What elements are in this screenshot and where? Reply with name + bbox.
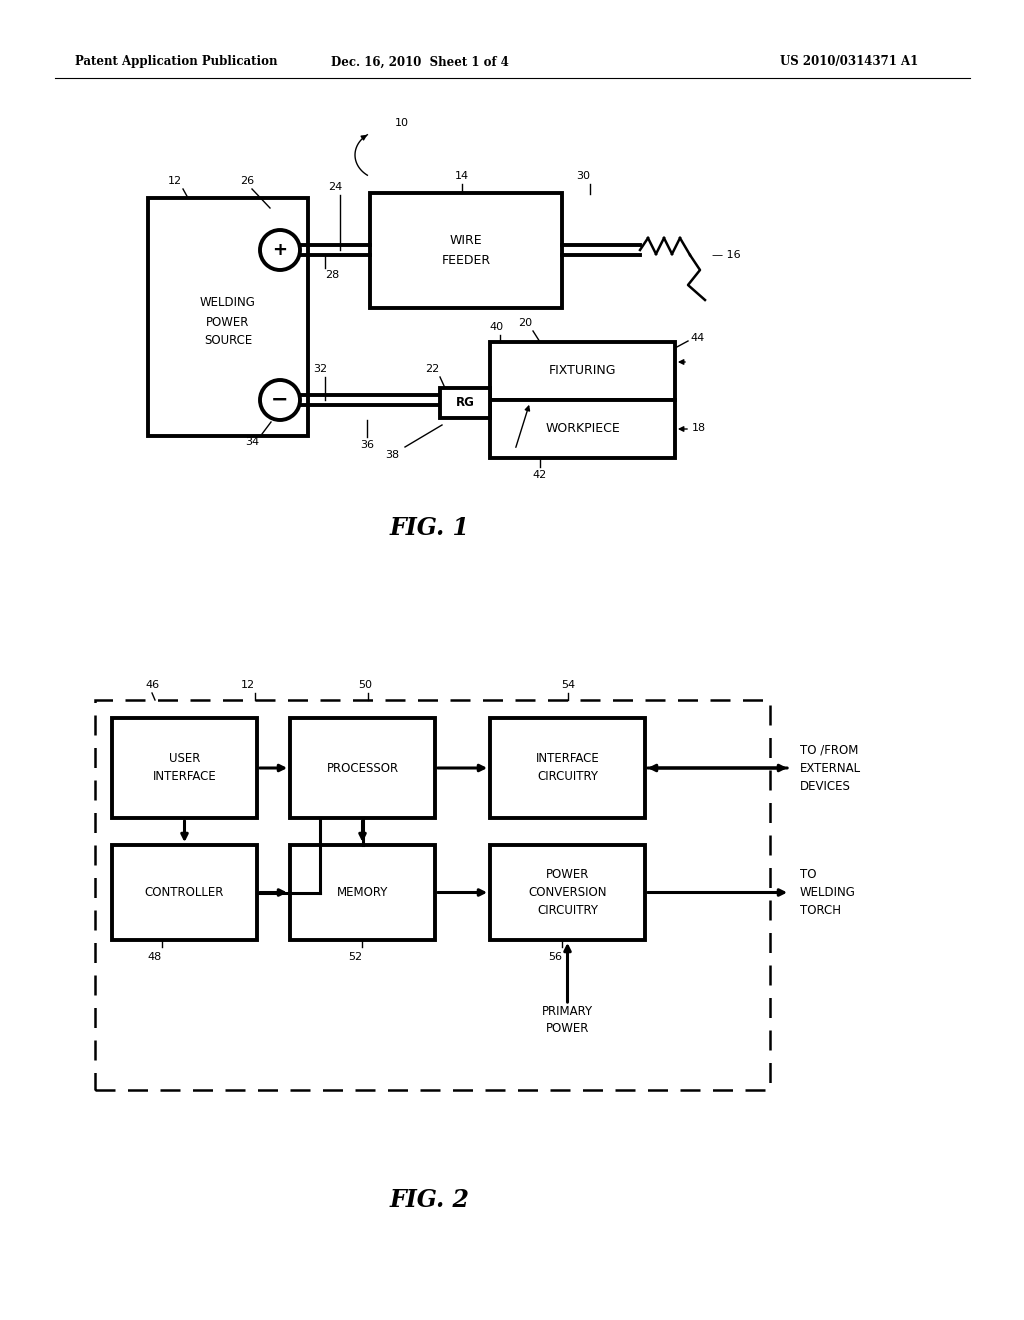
- Text: Patent Application Publication: Patent Application Publication: [75, 55, 278, 69]
- Text: 56: 56: [548, 952, 562, 962]
- Text: MEMORY: MEMORY: [337, 886, 388, 899]
- Text: 12: 12: [241, 680, 255, 690]
- Text: FIXTURING: FIXTURING: [549, 364, 616, 378]
- Text: WIRE
FEEDER: WIRE FEEDER: [441, 235, 490, 267]
- Bar: [490, 400, 675, 458]
- Text: FIG. 2: FIG. 2: [390, 1188, 470, 1212]
- Text: TO /FROM
EXTERNAL
DEVICES: TO /FROM EXTERNAL DEVICES: [800, 743, 861, 792]
- Text: FIG. 1: FIG. 1: [390, 516, 470, 540]
- Text: 24: 24: [328, 182, 342, 191]
- Bar: [95, 700, 770, 1090]
- Text: PROCESSOR: PROCESSOR: [327, 762, 398, 775]
- Text: WELDING
POWER
SOURCE: WELDING POWER SOURCE: [200, 297, 256, 347]
- Bar: [490, 342, 675, 400]
- Text: 18: 18: [692, 422, 707, 433]
- Text: RG: RG: [456, 396, 474, 409]
- Text: 42: 42: [532, 470, 547, 480]
- Text: TO
WELDING
TORCH: TO WELDING TORCH: [800, 869, 856, 917]
- Text: US 2010/0314371 A1: US 2010/0314371 A1: [780, 55, 919, 69]
- Text: USER
INTERFACE: USER INTERFACE: [153, 752, 216, 784]
- Bar: [490, 718, 645, 818]
- Bar: [490, 845, 645, 940]
- Text: 52: 52: [348, 952, 362, 962]
- Text: 38: 38: [385, 450, 399, 459]
- Bar: [112, 845, 257, 940]
- Text: 30: 30: [575, 172, 590, 181]
- Text: PRIMARY
POWER: PRIMARY POWER: [542, 1005, 593, 1035]
- Bar: [290, 845, 435, 940]
- Text: 10: 10: [395, 117, 409, 128]
- Text: Dec. 16, 2010  Sheet 1 of 4: Dec. 16, 2010 Sheet 1 of 4: [331, 55, 509, 69]
- Text: POWER
CONVERSION
CIRCUITRY: POWER CONVERSION CIRCUITRY: [528, 869, 607, 917]
- Bar: [290, 718, 435, 818]
- Text: 22: 22: [425, 364, 439, 374]
- Text: 44: 44: [690, 333, 705, 343]
- Text: 28: 28: [325, 271, 339, 280]
- Text: 46: 46: [145, 680, 159, 690]
- Text: 36: 36: [360, 440, 374, 450]
- Text: INTERFACE
CIRCUITRY: INTERFACE CIRCUITRY: [536, 752, 599, 784]
- Bar: [370, 193, 562, 308]
- Text: 40: 40: [489, 322, 504, 333]
- Bar: [148, 198, 308, 436]
- Text: WORKPIECE: WORKPIECE: [545, 422, 620, 436]
- Text: +: +: [272, 242, 288, 259]
- Circle shape: [260, 380, 300, 420]
- Text: 14: 14: [455, 172, 469, 181]
- Text: 54: 54: [561, 680, 575, 690]
- Bar: [112, 718, 257, 818]
- Text: 20: 20: [518, 318, 532, 327]
- Text: 34: 34: [245, 437, 259, 447]
- Text: CONTROLLER: CONTROLLER: [144, 886, 224, 899]
- Bar: [440, 388, 490, 418]
- Text: −: −: [271, 389, 289, 411]
- Text: 12: 12: [168, 176, 182, 186]
- Text: 32: 32: [313, 364, 327, 374]
- Circle shape: [260, 230, 300, 271]
- Text: 48: 48: [147, 952, 162, 962]
- Text: 50: 50: [358, 680, 372, 690]
- Text: — 16: — 16: [712, 249, 740, 260]
- Text: 26: 26: [240, 176, 254, 186]
